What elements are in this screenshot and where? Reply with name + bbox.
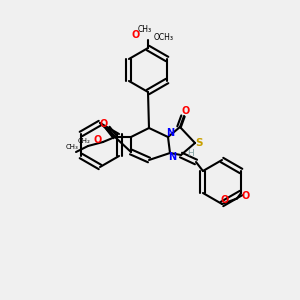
Text: O: O xyxy=(94,135,102,145)
Text: OCH₃: OCH₃ xyxy=(154,34,174,43)
Text: H: H xyxy=(188,149,194,158)
Text: CH₃: CH₃ xyxy=(138,26,152,34)
Text: O: O xyxy=(132,30,140,40)
Text: O: O xyxy=(242,191,250,201)
Text: CH₂: CH₂ xyxy=(78,138,90,144)
Text: N: N xyxy=(166,128,174,138)
Text: S: S xyxy=(195,138,203,148)
Text: N: N xyxy=(168,152,176,162)
Text: O: O xyxy=(100,119,108,129)
Text: CH₃: CH₃ xyxy=(66,144,78,150)
Text: O: O xyxy=(221,195,229,205)
Text: O: O xyxy=(182,106,190,116)
